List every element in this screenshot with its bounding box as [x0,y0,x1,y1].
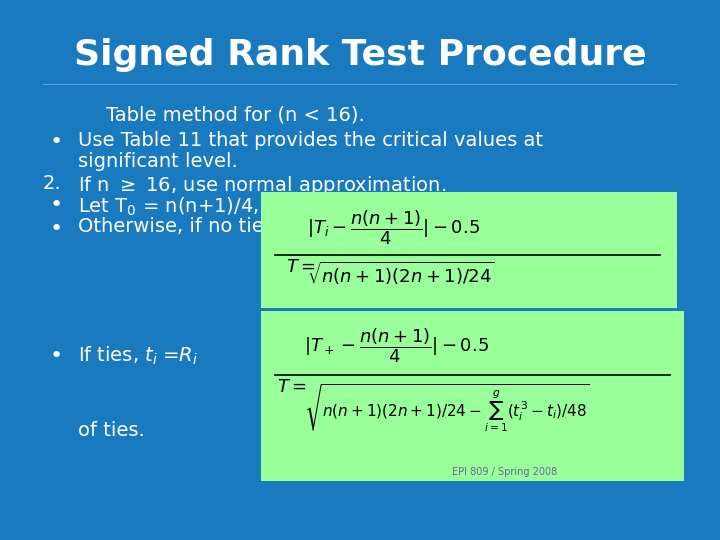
Text: •: • [50,195,63,215]
Text: Use Table 11 that provides the critical values at: Use Table 11 that provides the critical … [78,131,543,150]
Text: significant level.: significant level. [78,152,238,171]
Text: of ties.: of ties. [78,421,145,440]
Text: $\sqrt{n(n+1)(2n+1)/24 - \sum_{i=1}^{g}(t_i^3 - t_i)/48}$: $\sqrt{n(n+1)(2n+1)/24 - \sum_{i=1}^{g}(… [304,382,590,434]
FancyBboxPatch shape [261,192,678,308]
Text: $T =$: $T =$ [286,258,315,276]
Text: $\sqrt{n(n+1)(2n+1)/24}$: $\sqrt{n(n+1)(2n+1)/24}$ [307,260,495,287]
Text: $|T_+ - \dfrac{n(n+1)}{4}| - 0.5$: $|T_+ - \dfrac{n(n+1)}{4}| - 0.5$ [304,327,489,366]
Text: Signed Rank Test Procedure: Signed Rank Test Procedure [73,38,647,72]
Text: $T =$: $T =$ [277,378,307,396]
Text: Let T$_0$ = n(n+1)/4,  If T$_+$ =T$_0$, then T = 0: Let T$_0$ = n(n+1)/4, If T$_+$ =T$_0$, t… [78,195,480,218]
Text: $|T_i - \dfrac{n(n+1)}{4}| - 0.5$: $|T_i - \dfrac{n(n+1)}{4}| - 0.5$ [307,208,480,247]
Text: If ties, $t_i$ =$R_i$: If ties, $t_i$ =$R_i$ [78,345,198,367]
Text: 2.: 2. [42,174,61,193]
Text: •: • [50,132,63,152]
Text: Otherwise, if no ties,: Otherwise, if no ties, [78,217,280,236]
FancyBboxPatch shape [261,310,685,481]
Text: EPI 809 / Spring 2008: EPI 809 / Spring 2008 [451,467,557,477]
Text: •: • [50,219,63,239]
Text: •: • [50,346,63,366]
Text: Table method for (n < 16).: Table method for (n < 16). [106,105,365,124]
Text: If n $\geq$ 16, use normal approximation.: If n $\geq$ 16, use normal approximation… [78,174,446,197]
